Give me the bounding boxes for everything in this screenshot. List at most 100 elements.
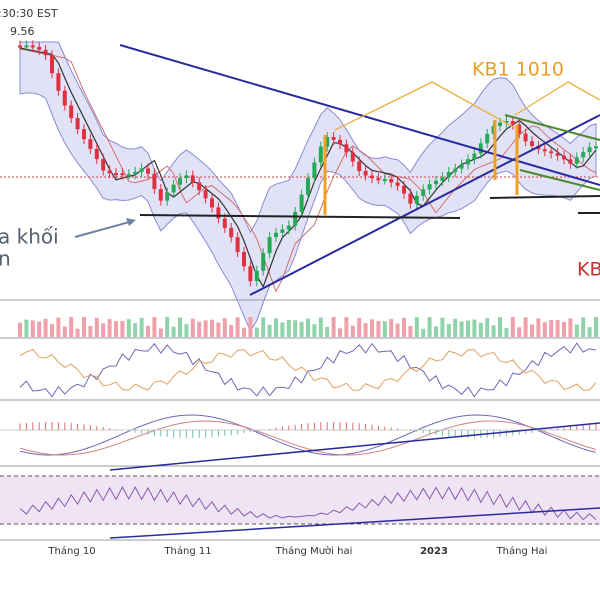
candle-body [203, 190, 208, 199]
volume-bar [568, 318, 573, 337]
candle-body [152, 173, 157, 190]
candle-body [325, 137, 330, 147]
plot-layer [0, 40, 600, 541]
volume-bar [510, 317, 515, 337]
candle-body [94, 148, 99, 160]
x-axis-label: 2023 [420, 546, 448, 557]
candle-body [293, 211, 298, 226]
candle-body [184, 175, 189, 179]
x-axis-label: Tháng 10 [47, 545, 95, 557]
candle-body [197, 182, 202, 191]
annotation-arrow [334, 81, 516, 131]
candle-body [498, 122, 502, 127]
volume-bar [408, 326, 413, 337]
candle-body [331, 137, 336, 140]
volume-bar [146, 325, 150, 337]
candle-body [69, 105, 74, 119]
volume-bar [376, 320, 381, 337]
candle-body [517, 124, 522, 134]
candle-body [62, 90, 67, 106]
candle-body [549, 151, 554, 154]
candle-body [299, 194, 304, 212]
volume-bar [152, 317, 157, 337]
volume-bar [389, 319, 394, 337]
volume-bar [478, 322, 483, 337]
candle-body [376, 178, 381, 181]
candle-body [139, 168, 144, 172]
support-line [489, 195, 600, 199]
candle-body [43, 49, 48, 56]
volume-bar [562, 322, 566, 337]
candle-body [242, 251, 246, 267]
candle-body [581, 152, 586, 158]
volume-bar [536, 318, 541, 337]
candle-body [587, 147, 592, 153]
rsi-band [0, 476, 600, 524]
candle-body [101, 159, 106, 171]
volume-bar [139, 317, 144, 337]
volume-bar [427, 317, 432, 337]
volume-bar [587, 327, 592, 337]
volume-bar [280, 322, 285, 337]
volume-bar [306, 318, 310, 337]
candle-body [165, 192, 170, 201]
arrow-head [126, 218, 136, 226]
candle-body [338, 139, 342, 145]
volume-bar [94, 317, 99, 337]
x-axis-label: Tháng 11 [163, 545, 211, 557]
volume-bar [555, 320, 560, 337]
volume-bar [434, 326, 438, 337]
volume-bar [453, 318, 458, 337]
candle-body [82, 129, 86, 140]
candle-body [312, 162, 317, 179]
volume-bar [75, 328, 80, 337]
volume-bar [402, 317, 406, 337]
volume-bar [165, 317, 170, 337]
volume-bar [357, 317, 362, 337]
candle-body [382, 179, 387, 182]
candle-body [178, 178, 182, 185]
volume-bar [210, 319, 214, 337]
volume-bar [594, 317, 598, 337]
candle-body [523, 133, 528, 142]
candle-body [370, 175, 374, 179]
candle-body [254, 270, 259, 282]
candle-body [126, 174, 131, 177]
volume-bar [517, 327, 522, 337]
candle-body [402, 185, 406, 194]
annotation-label: KB [577, 259, 600, 281]
candle-body [363, 170, 368, 176]
volume-bar [254, 327, 259, 337]
volume-bar [69, 317, 74, 337]
candle-body [395, 182, 400, 186]
volume-bar [56, 317, 61, 337]
candle-body [466, 159, 470, 165]
volume-bar [318, 317, 323, 337]
volume-bar [242, 327, 246, 337]
volume-bar [114, 321, 118, 337]
x-axis-label: Tháng Mười hai [275, 545, 353, 557]
volume-bar [325, 326, 330, 337]
moving-average [19, 48, 597, 293]
volume-bar [549, 320, 554, 337]
candle-body [574, 157, 579, 164]
candle-body [530, 141, 534, 146]
candle-body [542, 149, 547, 152]
candle-body [459, 164, 464, 169]
volume-bar [184, 324, 189, 337]
volume-bar [299, 321, 304, 337]
candle-body [562, 155, 566, 160]
candle-body [555, 153, 560, 156]
header-time: :30:30 EST [0, 7, 58, 20]
volume-bar [350, 325, 355, 337]
candle-body [56, 73, 61, 91]
candle-body [485, 133, 490, 144]
volume-bar [440, 317, 445, 337]
volume-bar [523, 317, 528, 337]
volume-bar [18, 322, 22, 337]
indicator-line [19, 342, 597, 398]
volume-bar [542, 322, 547, 337]
volume-bar [37, 321, 42, 337]
volume-bar [178, 317, 182, 337]
